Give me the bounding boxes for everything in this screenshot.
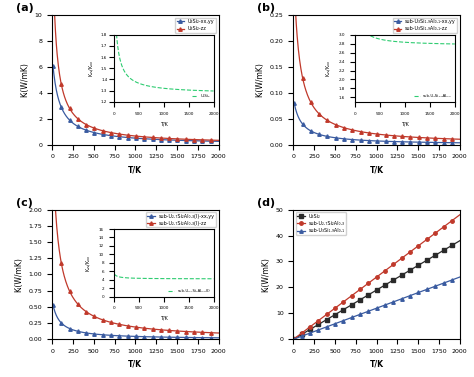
U₃Si₂-xx,yy — [216, 139, 221, 144]
sub-U₂.₇Si₂Al₀.₃(I)-xx,yy — [50, 302, 56, 307]
Y-axis label: Kₗ(W/mK): Kₗ(W/mK) — [261, 257, 270, 292]
Legend: sub-U₂.₇Si₂Al₀.₃(I)-xx,yy, sub-U₂.₇Si₂Al₀.₃(I)-zz: sub-U₂.₇Si₂Al₀.₃(I)-xx,yy, sub-U₂.₇Si₂Al… — [146, 212, 216, 227]
Line: U₃Si₂-xx,yy: U₃Si₂-xx,yy — [51, 64, 220, 143]
sub-U₃Si₁.₉Al₀.₁-xx,yy — [411, 140, 417, 144]
sub-U₂.₇Si₂Al₀.₃(I)-xx,yy — [70, 328, 76, 332]
X-axis label: T/K: T/K — [128, 165, 142, 174]
sub-U₂.₇Si₂Al₀.₃(I)-xx,yy — [104, 333, 110, 337]
X-axis label: T/K: T/K — [128, 360, 142, 369]
sub-U₃Si₁.₉Al₀.₁ — [291, 337, 296, 342]
U₃Si₂-xx,yy — [170, 138, 175, 143]
Y-axis label: Kₗ(W/mK): Kₗ(W/mK) — [255, 63, 264, 97]
U₃Si₂-zz — [154, 136, 160, 140]
Line: sub-U₃Si₁.₉Al₀.₁-zz: sub-U₃Si₁.₉Al₀.₁-zz — [292, 0, 462, 141]
Line: sub-U₃Si₁.₉Al₀.₁-xx,yy: sub-U₃Si₁.₉Al₀.₁-xx,yy — [292, 101, 462, 144]
sub-U₃Si₁.₉Al₀.₁ — [345, 317, 350, 321]
sub-U₃Si₁.₉Al₀.₁ — [395, 298, 401, 302]
sub-U₂.₇Si₂Al₀.₃(I)-zz — [50, 152, 56, 156]
sub-U₂.₇Si₂Al₀.₃ — [457, 213, 463, 217]
sub-U₂.₇Si₂Al₀.₃(I)-zz — [70, 295, 76, 300]
U₃Si₂-xx,yy — [116, 134, 121, 139]
U₃Si₂-xx,yy — [171, 138, 176, 143]
sub-U₃Si₁.₉Al₀.₁-xx,yy — [395, 139, 401, 144]
Line: U₃Si₂-zz: U₃Si₂-zz — [51, 0, 220, 142]
U₃Si₂-xx,yy — [70, 121, 76, 126]
sub-U₂.₇Si₂Al₀.₃(I)-xx,yy — [170, 335, 175, 340]
sub-U₂.₇Si₂Al₀.₃(I)-zz — [170, 328, 175, 333]
Line: sub-U₂.₇Si₂Al₀.₃(I)-xx,yy: sub-U₂.₇Si₂Al₀.₃(I)-xx,yy — [51, 303, 220, 340]
sub-U₃Si₁.₉Al₀.₁ — [310, 329, 316, 334]
X-axis label: T/K: T/K — [370, 165, 383, 174]
sub-U₃Si₁.₉Al₀.₁-xx,yy — [412, 140, 418, 144]
Y-axis label: Kₗ(W/mK): Kₗ(W/mK) — [14, 257, 23, 292]
Text: (d): (d) — [257, 198, 275, 208]
sub-U₂.₇Si₂Al₀.₃(I)-xx,yy — [216, 336, 221, 340]
sub-U₃Si₁.₉Al₀.₁-zz — [395, 134, 401, 138]
sub-U₃Si₁.₉Al₀.₁-zz — [346, 127, 351, 131]
U₃Si₂-zz — [116, 132, 121, 136]
sub-U₂.₇Si₂Al₀.₃ — [411, 247, 417, 251]
sub-U₂.₇Si₂Al₀.₃(I)-xx,yy — [171, 335, 176, 340]
U₃Si₂-zz — [216, 138, 221, 143]
Legend: U₃Si₂-xx,yy, U₃Si₂-zz: U₃Si₂-xx,yy, U₃Si₂-zz — [175, 17, 216, 33]
sub-U₂.₇Si₂Al₀.₃ — [395, 259, 401, 263]
sub-U₃Si₁.₉Al₀.₁-xx,yy — [292, 101, 297, 106]
sub-U₂.₇Si₂Al₀.₃ — [291, 337, 296, 342]
U₃Si₂-zz — [171, 136, 176, 141]
Legend: U₃Si₂, sub-U₂.₇Si₂Al₀.₃, sub-U₃Si₁.₉Al₀.₁: U₃Si₂, sub-U₂.₇Si₂Al₀.₃, sub-U₃Si₁.₉Al₀.… — [296, 212, 346, 235]
Text: (b): (b) — [257, 3, 275, 13]
sub-U₂.₇Si₂Al₀.₃ — [410, 247, 416, 252]
sub-U₂.₇Si₂Al₀.₃ — [310, 322, 316, 326]
Text: (a): (a) — [16, 3, 33, 13]
sub-U₂.₇Si₂Al₀.₃(I)-zz — [116, 322, 121, 326]
sub-U₃Si₁.₉Al₀.₁-xx,yy — [311, 130, 317, 135]
U₃Si₂-zz — [104, 130, 110, 134]
sub-U₂.₇Si₂Al₀.₃(I)-zz — [216, 331, 221, 335]
sub-U₂.₇Si₂Al₀.₃(I)-zz — [171, 328, 176, 333]
sub-U₃Si₁.₉Al₀.₁ — [410, 292, 416, 297]
U₃Si₂ — [411, 265, 417, 270]
sub-U₂.₇Si₂Al₀.₃(I)-zz — [104, 319, 110, 323]
Line: sub-U₂.₇Si₂Al₀.₃(I)-zz: sub-U₂.₇Si₂Al₀.₃(I)-zz — [51, 152, 220, 335]
X-axis label: T/K: T/K — [370, 360, 383, 369]
sub-U₂.₇Si₂Al₀.₃(I)-zz — [154, 327, 160, 332]
sub-U₂.₇Si₂Al₀.₃(I)-xx,yy — [116, 334, 121, 338]
U₃Si₂ — [356, 298, 362, 302]
sub-U₃Si₁.₉Al₀.₁-zz — [357, 129, 363, 134]
U₃Si₂ — [395, 275, 401, 280]
sub-U₃Si₁.₉Al₀.₁-zz — [457, 137, 463, 141]
Line: sub-U₂.₇Si₂Al₀.₃: sub-U₂.₇Si₂Al₀.₃ — [292, 213, 462, 341]
sub-U₃Si₁.₉Al₀.₁ — [457, 275, 463, 279]
U₃Si₂ — [410, 266, 416, 270]
U₃Si₂-zz — [70, 111, 76, 116]
Text: (c): (c) — [16, 198, 32, 208]
U₃Si₂-zz — [170, 136, 175, 141]
sub-U₃Si₁.₉Al₀.₁-xx,yy — [357, 138, 363, 143]
U₃Si₂ — [291, 337, 296, 342]
U₃Si₂-xx,yy — [104, 133, 110, 137]
sub-U₂.₇Si₂Al₀.₃(I)-xx,yy — [154, 335, 160, 339]
sub-U₃Si₁.₉Al₀.₁-zz — [411, 135, 417, 139]
Line: sub-U₃Si₁.₉Al₀.₁: sub-U₃Si₁.₉Al₀.₁ — [292, 275, 462, 341]
U₃Si₂-xx,yy — [50, 63, 56, 68]
sub-U₃Si₁.₉Al₀.₁ — [411, 292, 417, 296]
sub-U₂.₇Si₂Al₀.₃ — [345, 296, 350, 301]
Line: U₃Si₂: U₃Si₂ — [292, 239, 462, 341]
Legend: sub-U₃Si₁.₉Al₀.₁-xx,yy, sub-U₃Si₁.₉Al₀.₁-zz: sub-U₃Si₁.₉Al₀.₁-xx,yy, sub-U₃Si₁.₉Al₀.₁… — [392, 17, 457, 33]
sub-U₃Si₁.₉Al₀.₁ — [356, 313, 362, 317]
sub-U₂.₇Si₂Al₀.₃ — [356, 288, 362, 292]
U₃Si₂ — [457, 239, 463, 243]
sub-U₃Si₁.₉Al₀.₁-xx,yy — [457, 141, 463, 145]
sub-U₃Si₁.₉Al₀.₁-zz — [412, 135, 418, 139]
sub-U₃Si₁.₉Al₀.₁-xx,yy — [346, 137, 351, 141]
U₃Si₂ — [345, 305, 350, 310]
U₃Si₂ — [310, 325, 316, 330]
U₃Si₂-xx,yy — [154, 137, 160, 142]
sub-U₃Si₁.₉Al₀.₁-zz — [311, 106, 317, 110]
Y-axis label: Kₗ(W/mK): Kₗ(W/mK) — [20, 63, 29, 97]
